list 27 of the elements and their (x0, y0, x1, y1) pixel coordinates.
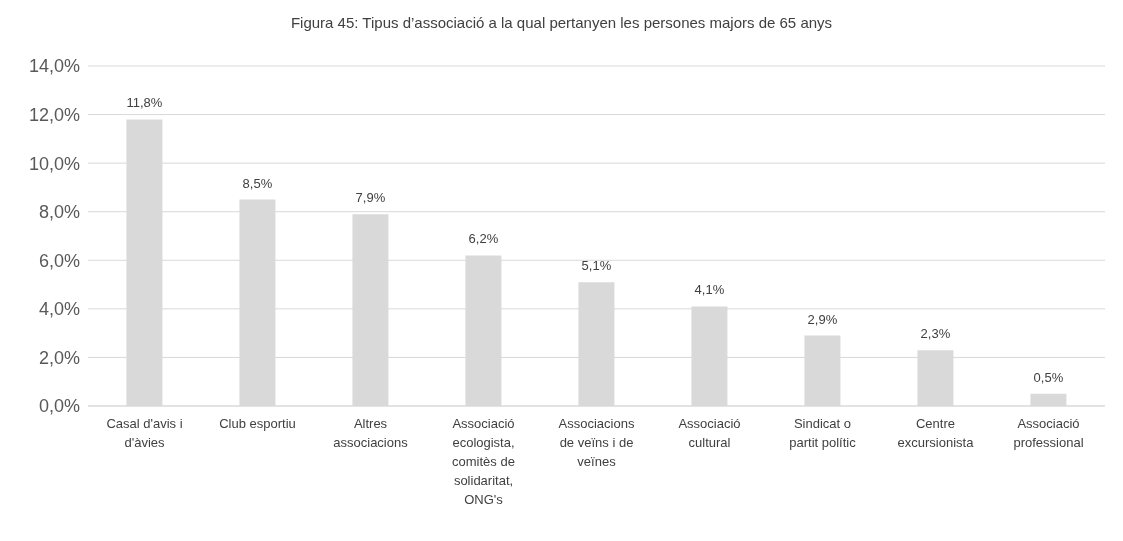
data-label: 11,8% (126, 95, 163, 111)
y-tick-label: 0,0% (38, 396, 80, 417)
y-tick-label: 10,0% (28, 153, 80, 174)
chart-title: Figura 45: Tipus d’associació a la qual pertanyen les persones majors de 65 anys (289, 13, 834, 33)
x-tick-label: Casal d'avis i d'àvies (106, 416, 183, 450)
y-tick-label: 14,0% (28, 56, 80, 77)
x-tick-label: Associació ecologista, comitès de solidaritat, ONG's (452, 416, 515, 507)
data-label: 5,1% (581, 258, 612, 274)
y-tick-label: 4,0% (38, 299, 80, 320)
data-label: 4,1% (694, 282, 725, 298)
x-tick-label: Centre excursionista (897, 416, 975, 450)
y-tick-label: 12,0% (28, 104, 80, 125)
y-tick-label: 6,0% (38, 250, 80, 271)
y-tick-label: 2,0% (38, 347, 80, 368)
y-tick-label: 8,0% (38, 202, 80, 223)
x-tick-label: Associació professional (1013, 416, 1084, 450)
x-tick-label: Altres associacions (333, 416, 409, 450)
data-label: 8,5% (242, 175, 273, 191)
data-label: 2,9% (807, 311, 838, 327)
data-label: 7,9% (355, 190, 386, 206)
x-tick-label: Club esportiu (219, 416, 296, 431)
x-tick-label: Associacions de veïns i de veïnes (558, 416, 635, 469)
data-label: 6,2% (468, 231, 499, 247)
data-label: 2,3% (920, 326, 951, 342)
x-tick-label: Sindicat o partit polític (789, 416, 857, 450)
x-tick-label: Associació cultural (678, 416, 741, 450)
data-label: 0,5% (1033, 369, 1064, 385)
